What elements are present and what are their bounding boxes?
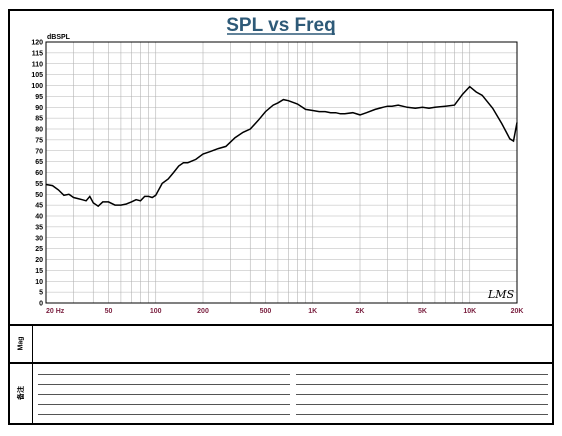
x-tick-label: 200 — [197, 308, 209, 315]
y-tick-label: 75 — [35, 137, 43, 144]
note-line — [38, 384, 290, 385]
chart-grid — [46, 42, 517, 303]
y-tick-label: 90 — [35, 105, 43, 112]
y-tick-label: 60 — [35, 170, 43, 177]
note-line — [38, 394, 290, 395]
y-tick-label: 20 — [35, 257, 43, 264]
note-line — [296, 374, 548, 375]
y-tick-label: 110 — [32, 61, 43, 68]
y-tick-label: 120 — [31, 40, 43, 47]
y-tick-label: 35 — [35, 224, 43, 231]
x-tick-label: 2K — [356, 308, 365, 315]
y-tick-label: 80 — [35, 127, 43, 134]
mag-label-cell: Mag — [10, 326, 33, 362]
plot-frame — [45, 41, 518, 304]
y-tick-labels: 0 5 10 15 20 25 30 35 40 45 50 55 60 65 70 75 80 85 90 95 10… — [31, 40, 43, 308]
x-tick-label: 5K — [418, 308, 427, 315]
note-line — [296, 414, 548, 415]
section-divider — [8, 362, 554, 364]
y-tick-label: 40 — [35, 214, 43, 221]
x-tick-label: 20K — [511, 308, 524, 315]
y-tick-label: 10 — [35, 279, 43, 286]
note-line — [296, 394, 548, 395]
y-tick-label: 45 — [35, 203, 43, 210]
note-line — [38, 414, 290, 415]
chart-title: SPL vs Freq — [226, 15, 335, 36]
x-tick-label: 20 Hz — [46, 308, 65, 315]
note-line — [38, 374, 290, 375]
y-tick-label: 5 — [39, 290, 43, 297]
y-tick-label: 115 — [32, 50, 43, 57]
section-divider — [8, 324, 554, 326]
x-tick-label: 500 — [260, 308, 272, 315]
lms-logo: LMS — [487, 288, 515, 301]
note-line — [296, 384, 548, 385]
spl-curve — [45, 85, 518, 208]
y-tick-label: 65 — [35, 159, 43, 166]
y-tick-label: 30 — [35, 235, 43, 242]
note-line — [38, 404, 290, 405]
x-tick-label: 50 — [105, 308, 113, 315]
sheet-border — [8, 9, 554, 425]
y-tick-label: 55 — [35, 181, 43, 188]
y-tick-label: 85 — [35, 116, 43, 123]
note-line — [296, 404, 548, 405]
y-axis-label: dBSPL — [47, 34, 71, 41]
y-tick-label: 105 — [31, 72, 43, 79]
x-tick-label: 100 — [150, 308, 162, 315]
x-tick-label: 1K — [308, 308, 317, 315]
note-label-cell: 备注 — [10, 364, 33, 424]
y-tick-label: 15 — [35, 268, 43, 275]
x-tick-label: 10K — [463, 308, 476, 315]
y-tick-label: 25 — [35, 246, 43, 253]
y-tick-label: 0 — [39, 301, 43, 308]
y-tick-label: 100 — [31, 83, 43, 90]
x-tick-labels: 20 Hz 50 100 200 500 1K 2K 5K 10K 20K — [46, 308, 523, 315]
y-tick-label: 70 — [35, 148, 43, 155]
y-tick-label: 50 — [35, 192, 43, 199]
y-tick-label: 95 — [35, 94, 43, 101]
